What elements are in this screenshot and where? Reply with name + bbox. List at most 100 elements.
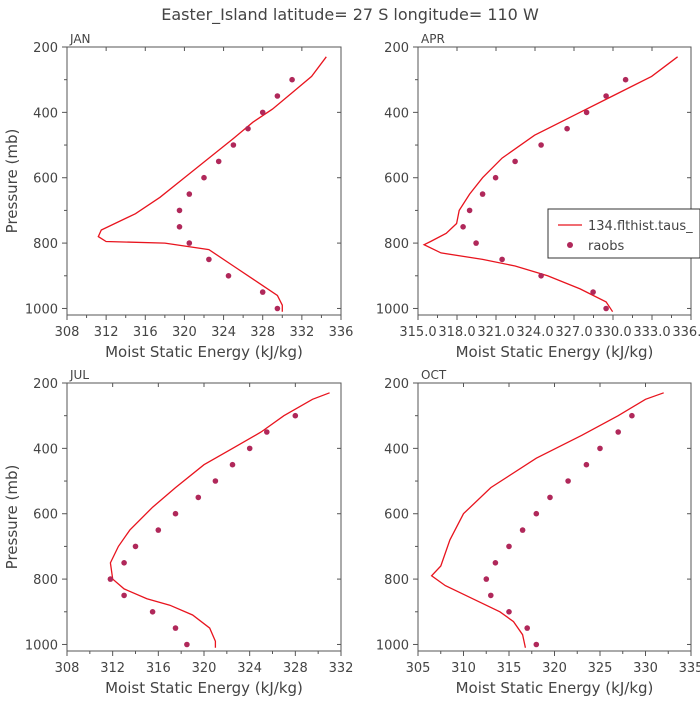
- raobs-point: [184, 641, 190, 648]
- x-tick-label: 320: [192, 661, 217, 676]
- x-tick-label: 315.0: [399, 325, 436, 340]
- legend-obs-label: raobs: [588, 239, 625, 254]
- raobs-point: [155, 527, 162, 533]
- y-axis-label: Pressure (mb): [3, 129, 21, 234]
- raobs-point: [538, 273, 544, 279]
- x-tick-label: 333.0: [633, 325, 670, 340]
- x-tick-label: 318.0: [438, 325, 475, 340]
- raobs-point: [229, 461, 236, 468]
- raobs-point: [186, 240, 193, 246]
- x-tick-label: 324.0: [516, 325, 553, 340]
- raobs-point: [460, 224, 466, 230]
- x-tick-label: 328: [283, 661, 308, 676]
- raobs-point: [246, 445, 253, 452]
- raobs-point: [603, 305, 609, 312]
- y-tick-label: 200: [384, 377, 409, 392]
- raobs-point: [533, 641, 540, 648]
- y-tick-label: 1000: [376, 638, 409, 653]
- x-tick-label: 308: [55, 325, 80, 340]
- raobs-point: [121, 592, 127, 599]
- x-tick-label: 312: [94, 325, 119, 340]
- x-tick-label: 332: [289, 325, 314, 340]
- raobs-point: [512, 158, 518, 165]
- x-tick-label: 316: [133, 325, 158, 340]
- raobs-point: [506, 543, 512, 550]
- x-tick-label: 336.0: [672, 325, 700, 340]
- x-axis-label: Moist Static Energy (kJ/kg): [456, 679, 654, 697]
- raobs-point: [622, 76, 629, 83]
- raobs-point: [547, 494, 553, 501]
- x-tick-label: 308: [55, 661, 80, 676]
- figure-title: Easter_Island latitude= 27 S longitude= …: [161, 5, 539, 25]
- raobs-point: [466, 207, 473, 214]
- x-tick-label: 312: [100, 661, 125, 676]
- y-tick-label: 800: [384, 237, 409, 252]
- raobs-point: [176, 224, 183, 230]
- x-tick-label: 327.0: [555, 325, 592, 340]
- x-tick-label: 320: [542, 661, 567, 676]
- raobs-point: [186, 191, 193, 197]
- raobs-point: [583, 461, 590, 468]
- plot-frame: [417, 382, 692, 652]
- raobs-point: [172, 510, 179, 517]
- y-tick-label: 800: [33, 237, 58, 252]
- x-axis-label: Moist Static Energy (kJ/kg): [105, 679, 303, 697]
- raobs-point: [533, 510, 540, 517]
- raobs-point: [603, 93, 609, 99]
- y-tick-label: 400: [384, 442, 409, 457]
- raobs-point: [492, 560, 499, 566]
- raobs-point: [149, 609, 156, 615]
- raobs-point: [225, 273, 232, 279]
- panel-apr: APR 315.0 318.0 321.0 324.0 327.0 330.0 333.0 33…: [376, 32, 700, 361]
- raobs-point: [488, 592, 494, 599]
- raobs-point: [121, 560, 127, 566]
- legend-box: [547, 208, 700, 259]
- raobs-point: [590, 289, 596, 295]
- y-tick-label: 1000: [25, 302, 58, 317]
- raobs-point: [201, 174, 207, 181]
- panel-jul: JUL 308 312 316 320 324 328 332 200 400 600 800 1000…: [3, 368, 353, 697]
- series-line-model: [422, 56, 678, 313]
- y-tick-label: 800: [384, 573, 409, 588]
- y-axis-label: Pressure (mb): [3, 465, 21, 570]
- panel-label: JAN: [69, 32, 91, 46]
- plot-frame: [66, 46, 342, 316]
- y-tick-label: 600: [384, 508, 409, 523]
- y-tick-label: 600: [33, 508, 58, 523]
- raobs-point: [176, 207, 183, 214]
- y-tick-label: 400: [384, 106, 409, 121]
- raobs-point: [195, 494, 202, 501]
- raobs-point: [132, 543, 139, 550]
- raobs-point: [565, 478, 571, 484]
- x-tick-label: 332: [329, 661, 354, 676]
- x-tick-label: 325: [588, 661, 613, 676]
- plot-frame: [66, 382, 342, 652]
- raobs-point: [479, 191, 486, 197]
- y-tick-label: 600: [384, 172, 409, 187]
- raobs-point: [583, 109, 590, 116]
- raobs-point: [274, 93, 281, 99]
- y-tick-label: 400: [33, 106, 58, 121]
- x-tick-label: 305: [406, 661, 431, 676]
- legend-dot-swatch: [567, 242, 573, 248]
- y-tick-label: 1000: [376, 302, 409, 317]
- y-tick-label: 600: [33, 172, 58, 187]
- y-tick-label: 800: [33, 573, 58, 588]
- raobs-point: [506, 609, 512, 615]
- x-axis-label: Moist Static Energy (kJ/kg): [105, 343, 303, 361]
- raobs-point: [212, 478, 219, 484]
- legend-model-label: 134.flthist.taus_: [588, 219, 693, 234]
- raobs-point: [483, 576, 490, 582]
- raobs-point: [172, 625, 179, 631]
- y-tick-label: 200: [33, 41, 58, 56]
- raobs-point: [473, 240, 479, 246]
- x-tick-label: 336: [329, 325, 354, 340]
- raobs-point: [264, 429, 270, 435]
- x-tick-label: 315: [497, 661, 522, 676]
- x-tick-label: 335: [679, 661, 700, 676]
- x-tick-label: 328: [250, 325, 275, 340]
- raobs-point: [292, 412, 299, 419]
- plot-frame: [417, 46, 692, 316]
